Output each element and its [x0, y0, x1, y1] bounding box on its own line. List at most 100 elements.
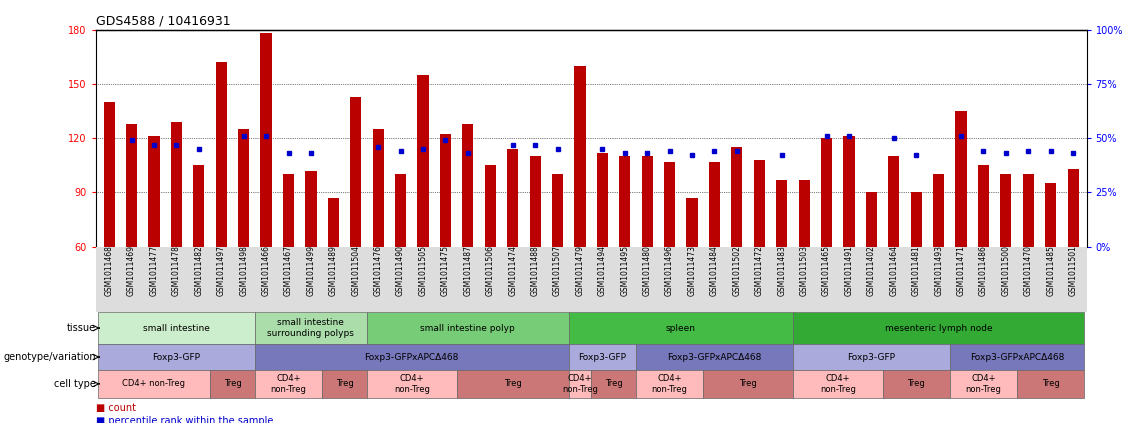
Bar	[642, 156, 653, 247]
Text: CD4+
non-Treg: CD4+ non-Treg	[820, 374, 856, 393]
Bar	[104, 102, 115, 247]
Text: CD4+
non-Treg: CD4+ non-Treg	[562, 374, 598, 393]
Bar	[866, 192, 877, 247]
Bar	[367, 370, 457, 398]
Text: Foxp3-GFP: Foxp3-GFP	[152, 352, 200, 362]
Bar	[950, 344, 1084, 370]
Bar	[238, 129, 249, 247]
Text: Treg: Treg	[1042, 379, 1060, 388]
Bar	[98, 370, 211, 398]
Bar	[211, 370, 254, 398]
Bar	[753, 160, 765, 247]
Bar	[552, 174, 563, 247]
Bar	[171, 122, 182, 247]
Bar	[418, 75, 429, 247]
Bar	[664, 162, 676, 247]
Text: Foxp3-GFP: Foxp3-GFP	[579, 352, 626, 362]
Bar	[1045, 183, 1056, 247]
Bar	[636, 344, 793, 370]
Bar	[440, 135, 452, 247]
Bar	[933, 174, 945, 247]
Bar	[463, 124, 473, 247]
Bar	[888, 156, 900, 247]
Bar	[1000, 174, 1011, 247]
Text: tissue: tissue	[68, 323, 96, 333]
Bar	[704, 370, 793, 398]
Text: Treg: Treg	[224, 379, 241, 388]
Text: cell type: cell type	[54, 379, 96, 389]
Bar	[1017, 370, 1084, 398]
Bar	[507, 149, 518, 247]
Bar	[529, 156, 540, 247]
Bar	[709, 162, 720, 247]
Bar	[793, 312, 1084, 344]
Text: Foxp3-GFP: Foxp3-GFP	[848, 352, 895, 362]
Bar	[194, 165, 205, 247]
Bar	[216, 62, 226, 247]
Text: CD4+
non-Treg: CD4+ non-Treg	[270, 374, 306, 393]
Bar	[322, 370, 367, 398]
Bar	[569, 312, 793, 344]
Bar	[569, 344, 636, 370]
Bar	[687, 198, 698, 247]
Bar	[977, 165, 989, 247]
Bar	[149, 136, 160, 247]
Text: spleen: spleen	[665, 324, 696, 332]
Text: Treg: Treg	[605, 379, 623, 388]
Bar	[457, 370, 569, 398]
Bar	[367, 312, 569, 344]
Text: mesenteric lymph node: mesenteric lymph node	[885, 324, 992, 332]
Bar	[1022, 174, 1034, 247]
Bar	[395, 174, 406, 247]
Bar	[950, 370, 1017, 398]
Bar	[574, 66, 586, 247]
Text: Foxp3-GFPxAPCΔ468: Foxp3-GFPxAPCΔ468	[668, 352, 761, 362]
Bar	[798, 180, 810, 247]
Bar	[373, 129, 384, 247]
Bar	[569, 370, 591, 398]
Text: Treg: Treg	[503, 379, 521, 388]
Bar	[597, 153, 608, 247]
Bar	[98, 344, 254, 370]
Bar	[283, 174, 294, 247]
Text: Foxp3-GFPxAPCΔ468: Foxp3-GFPxAPCΔ468	[365, 352, 459, 362]
Bar	[911, 192, 922, 247]
Bar	[98, 312, 254, 344]
Text: small intestine: small intestine	[143, 324, 209, 332]
Text: Treg: Treg	[739, 379, 757, 388]
Text: Treg: Treg	[908, 379, 926, 388]
Bar	[254, 370, 322, 398]
Text: ■ count: ■ count	[96, 403, 136, 413]
Bar	[254, 312, 367, 344]
Bar	[484, 165, 495, 247]
Text: Foxp3-GFPxAPCΔ468: Foxp3-GFPxAPCΔ468	[969, 352, 1064, 362]
Text: CD4+
non-Treg: CD4+ non-Treg	[394, 374, 430, 393]
Text: ■ percentile rank within the sample: ■ percentile rank within the sample	[96, 416, 274, 423]
Bar	[260, 33, 271, 247]
Bar	[328, 198, 339, 247]
Bar	[883, 370, 950, 398]
Bar	[1067, 169, 1079, 247]
Text: CD4+
non-Treg: CD4+ non-Treg	[965, 374, 1001, 393]
Bar	[305, 170, 316, 247]
Bar	[350, 96, 361, 247]
Bar	[956, 111, 966, 247]
Bar	[776, 180, 787, 247]
Text: genotype/variation: genotype/variation	[3, 352, 96, 362]
Bar	[636, 370, 704, 398]
Text: GDS4588 / 10416931: GDS4588 / 10416931	[96, 14, 231, 27]
Bar	[793, 344, 950, 370]
Bar	[793, 370, 883, 398]
Bar	[619, 156, 631, 247]
Bar	[843, 136, 855, 247]
Bar	[821, 138, 832, 247]
Bar	[591, 370, 636, 398]
Text: small intestine polyp: small intestine polyp	[420, 324, 516, 332]
Text: CD4+
non-Treg: CD4+ non-Treg	[652, 374, 688, 393]
Bar	[731, 147, 742, 247]
Bar	[126, 124, 137, 247]
Text: Treg: Treg	[336, 379, 354, 388]
Text: small intestine
surrounding polyps: small intestine surrounding polyps	[268, 319, 355, 338]
Text: CD4+ non-Treg: CD4+ non-Treg	[123, 379, 186, 388]
Bar	[254, 344, 569, 370]
